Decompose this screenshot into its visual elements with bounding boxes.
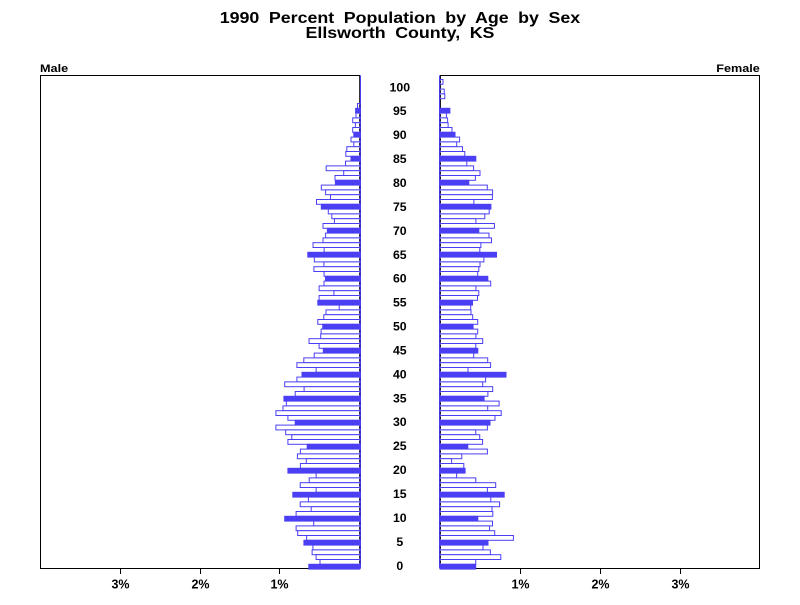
svg-text:35: 35: [393, 391, 407, 405]
svg-text:1990 Percent Population by Age: 1990 Percent Population by Age by Sex: [220, 9, 581, 27]
svg-text:80: 80: [393, 176, 407, 190]
svg-text:15: 15: [393, 487, 407, 501]
svg-text:90: 90: [393, 128, 407, 142]
svg-text:95: 95: [393, 104, 407, 118]
svg-text:5: 5: [396, 535, 403, 549]
svg-text:45: 45: [393, 344, 407, 358]
svg-text:100: 100: [390, 80, 411, 94]
svg-text:25: 25: [393, 439, 407, 453]
svg-text:0: 0: [396, 559, 403, 573]
svg-text:75: 75: [393, 200, 407, 214]
svg-text:70: 70: [393, 224, 407, 238]
svg-text:30: 30: [393, 415, 407, 429]
svg-text:3%: 3%: [111, 577, 129, 591]
svg-text:2%: 2%: [591, 577, 609, 591]
svg-text:3%: 3%: [671, 577, 689, 591]
svg-text:2%: 2%: [191, 577, 209, 591]
svg-text:85: 85: [393, 152, 407, 166]
svg-text:10: 10: [393, 511, 407, 525]
svg-text:Ellsworth County, KS: Ellsworth County, KS: [306, 24, 495, 42]
svg-text:60: 60: [393, 272, 407, 286]
svg-text:65: 65: [393, 248, 407, 262]
svg-text:1%: 1%: [270, 577, 288, 591]
svg-text:20: 20: [393, 463, 407, 477]
svg-text:55: 55: [393, 296, 407, 310]
svg-text:40: 40: [393, 367, 407, 381]
svg-text:Male: Male: [40, 62, 69, 75]
svg-text:50: 50: [393, 320, 407, 334]
svg-text:Female: Female: [716, 62, 760, 75]
svg-text:1%: 1%: [511, 577, 529, 591]
